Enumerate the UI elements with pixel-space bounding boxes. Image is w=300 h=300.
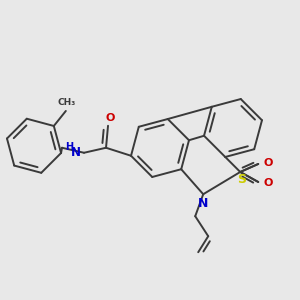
Text: H: H <box>65 142 73 152</box>
Text: S: S <box>237 173 246 186</box>
Text: CH₃: CH₃ <box>58 98 76 107</box>
Text: O: O <box>105 113 115 123</box>
Text: O: O <box>263 158 273 168</box>
Text: O: O <box>263 178 273 188</box>
Text: N: N <box>71 146 81 159</box>
Text: N: N <box>198 197 208 210</box>
